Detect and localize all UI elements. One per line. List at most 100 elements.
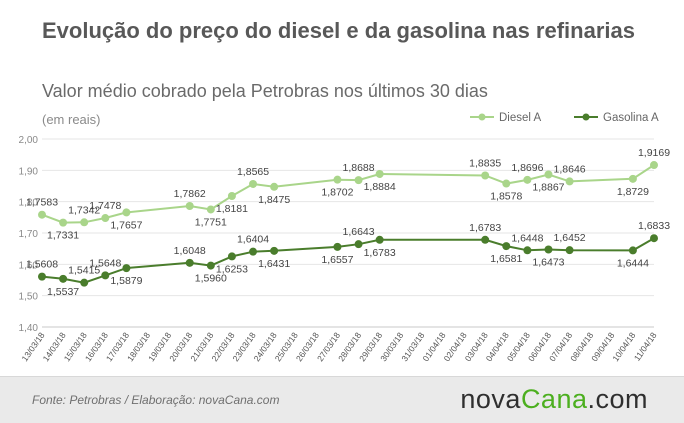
data-point: [59, 218, 68, 227]
data-label: 1,5879: [110, 275, 142, 287]
data-point: [206, 261, 215, 270]
data-label: 1,6557: [321, 254, 353, 266]
brand-part-cana: Cana: [520, 384, 588, 414]
data-point: [375, 169, 384, 178]
grid-lines: [42, 138, 654, 328]
data-point: [375, 235, 384, 244]
data-label: 1,6783: [364, 247, 396, 259]
data-point: [565, 177, 574, 186]
data-point: [101, 214, 110, 223]
y-tick-label: 1,40: [19, 323, 39, 334]
data-point: [38, 272, 46, 281]
data-label: 1,5960: [195, 273, 227, 285]
data-label: 1,8578: [490, 191, 522, 203]
data-label: 1,8475: [258, 194, 290, 206]
data-label: 1,8688: [342, 162, 374, 174]
data-point: [523, 175, 532, 184]
data-point: [185, 258, 194, 267]
chart-title: Evolução do preço do diesel e da gasolin…: [42, 18, 635, 43]
data-label: 1,5537: [47, 286, 79, 298]
data-point: [502, 242, 511, 251]
data-label: 1,6253: [216, 263, 248, 275]
data-label: 1,6581: [490, 253, 522, 265]
data-point: [333, 175, 342, 184]
data-label: 1,6643: [342, 226, 374, 238]
footer: Fonte: Petrobras / Elaboração: novaCana.…: [0, 376, 684, 423]
data-label: 1,7331: [47, 230, 79, 242]
legend-label: Gasolina A: [603, 112, 659, 124]
data-point: [206, 205, 215, 214]
legend-swatch-dot: [582, 113, 590, 121]
data-point: [249, 247, 258, 256]
data-label: 1,6404: [237, 234, 269, 246]
data-label: 1,6473: [532, 257, 564, 269]
x-axis: 13/03/1814/03/1815/03/1816/03/1817/03/18…: [19, 330, 658, 363]
data-label: 1,8884: [364, 181, 396, 193]
legend: Diesel A Gasolina A: [470, 112, 659, 124]
data-label: 1,7657: [110, 219, 142, 231]
data-label: 1,8702: [321, 187, 353, 199]
data-point: [270, 182, 279, 191]
data-point: [565, 246, 574, 255]
y-tick-label: 1,60: [19, 260, 39, 271]
data-point: [122, 264, 131, 273]
y-axis: 1,40 1,50 1,60 1,70 1,80 1,90 2,00: [19, 135, 654, 334]
data-point: [354, 176, 363, 185]
data-point: [650, 234, 658, 243]
data-label: 1,7342: [68, 204, 100, 216]
data-point: [544, 245, 553, 254]
data-point: [354, 240, 363, 249]
y-tick-label: 1,70: [19, 229, 39, 240]
data-label: 1,7583: [26, 197, 58, 209]
data-label: 1,8835: [469, 158, 501, 170]
data-label: 1,6452: [554, 232, 586, 244]
data-label: 1,6444: [617, 257, 649, 269]
unit-note: (em reais): [42, 112, 101, 127]
data-point: [227, 252, 236, 261]
data-point: [80, 218, 89, 227]
source-note: Fonte: Petrobras / Elaboração: novaCana.…: [32, 393, 280, 407]
data-point: [628, 246, 637, 255]
data-label: 1,8729: [617, 186, 649, 198]
data-label: 1,7751: [195, 216, 227, 228]
data-point: [59, 274, 68, 283]
data-point: [270, 246, 279, 255]
data-point: [333, 242, 342, 251]
data-point: [650, 161, 658, 170]
data-label: 1,8181: [216, 203, 248, 215]
data-point: [481, 171, 490, 180]
data-point: [101, 271, 110, 280]
data-label: 1,8646: [554, 163, 586, 175]
data-point: [185, 201, 194, 210]
data-label: 1,6431: [258, 258, 290, 270]
chart-subtitle: Valor médio cobrado pela Petrobras nos ú…: [42, 81, 488, 101]
brand-part-com: .com: [587, 384, 648, 414]
data-label: 1,6833: [638, 220, 670, 232]
y-tick-label: 1,90: [19, 166, 39, 177]
data-label: 1,5608: [26, 259, 58, 271]
data-label: 1,8867: [532, 182, 564, 194]
data-label: 1,5415: [68, 265, 100, 277]
legend-label: Diesel A: [499, 112, 542, 124]
y-tick-label: 2,00: [19, 135, 39, 146]
data-point: [122, 208, 131, 217]
data-point: [544, 170, 553, 179]
legend-swatch-dot: [478, 113, 486, 121]
data-label: 1,6048: [174, 245, 206, 257]
data-label: 1,8565: [237, 166, 269, 178]
data-label: 1,9169: [638, 147, 670, 159]
data-label: 1,8696: [511, 162, 543, 174]
data-label: 1,5648: [89, 257, 121, 269]
data-label: 1,6448: [511, 232, 543, 244]
data-label: 1,7478: [89, 200, 121, 212]
data-point: [523, 246, 532, 255]
data-label: 1,7862: [174, 188, 206, 200]
data-point: [80, 278, 89, 287]
data-label: 1,6783: [469, 222, 501, 234]
data-point: [227, 191, 236, 200]
brand-part-nova: nova: [460, 384, 521, 414]
y-tick-label: 1,50: [19, 292, 39, 303]
y-tick-label: 1,80: [19, 198, 39, 209]
data-point: [249, 179, 258, 188]
